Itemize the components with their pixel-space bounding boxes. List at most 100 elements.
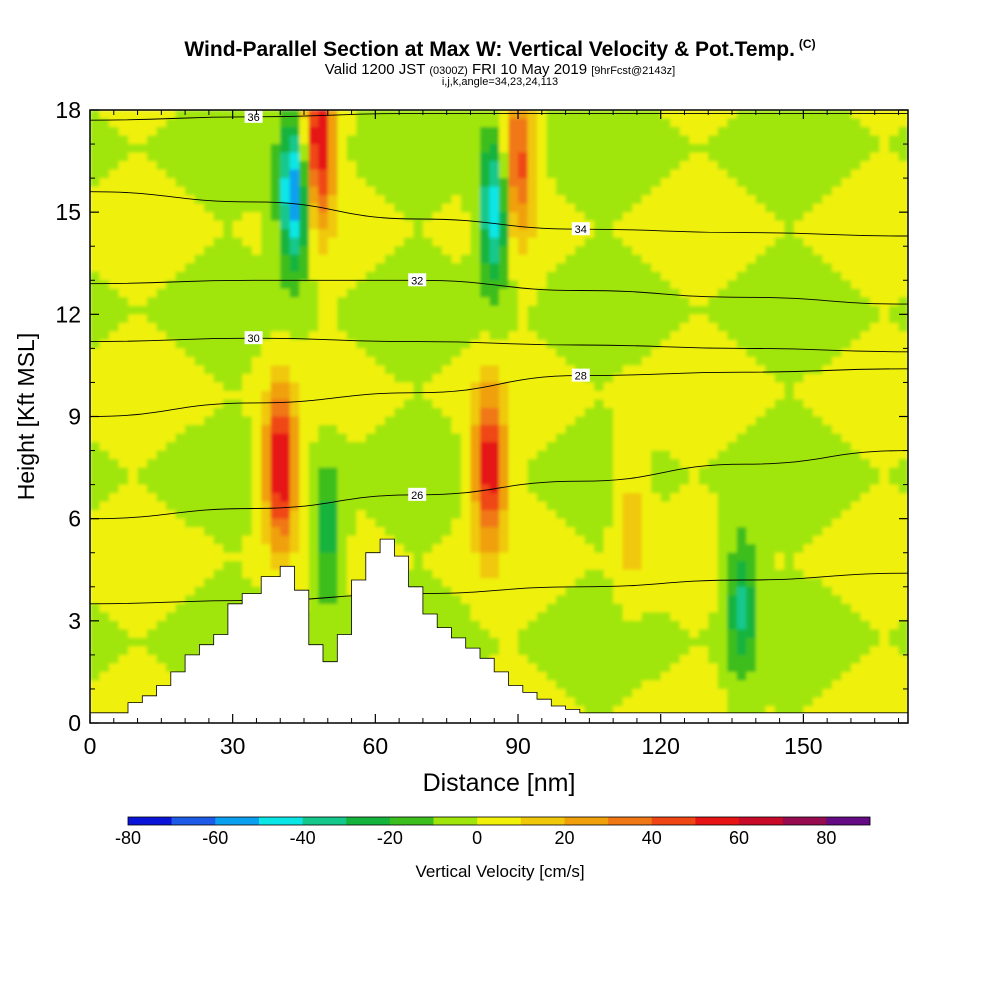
velocity-cell (765, 263, 776, 273)
velocity-cell (441, 544, 453, 554)
velocity-cell (822, 373, 833, 384)
velocity-cell (242, 399, 253, 409)
velocity-cell (451, 220, 462, 230)
velocity-cell (185, 433, 196, 443)
velocity-cell (289, 467, 300, 477)
velocity-cell (603, 425, 614, 435)
velocity-cell (299, 365, 310, 375)
velocity-cell (803, 493, 814, 503)
velocity-cell (270, 288, 281, 298)
velocity-cell (622, 305, 633, 315)
velocity-cell (565, 212, 576, 222)
velocity-cell (898, 348, 908, 358)
velocity-cell (118, 586, 129, 596)
velocity-cell (499, 484, 510, 494)
velocity-cell (147, 195, 158, 205)
velocity-cell (185, 569, 196, 579)
velocity-cell (679, 510, 690, 520)
velocity-cell (717, 229, 728, 239)
velocity-cell (270, 152, 281, 162)
velocity-cell (499, 399, 510, 409)
velocity-cell (689, 246, 700, 256)
velocity-cell (394, 399, 405, 409)
velocity-cell (422, 399, 434, 409)
velocity-cell (213, 348, 224, 358)
velocity-cell (403, 416, 414, 426)
velocity-cell (888, 339, 900, 349)
velocity-cell (451, 527, 462, 537)
velocity-cell (765, 186, 776, 196)
velocity-cell (556, 552, 567, 562)
velocity-cell (166, 348, 177, 358)
velocity-cell (194, 135, 205, 145)
velocity-cell (822, 552, 833, 562)
velocity-cell (289, 118, 300, 128)
velocity-cell (213, 305, 224, 315)
velocity-cell (879, 135, 890, 145)
velocity-cell (518, 493, 529, 503)
velocity-cell (632, 178, 643, 188)
velocity-cell (451, 544, 462, 554)
velocity-cell (793, 152, 804, 162)
velocity-cell (223, 254, 234, 264)
velocity-cell (689, 450, 700, 460)
velocity-cell (489, 322, 500, 332)
velocity-cell (812, 450, 823, 460)
velocity-cell (898, 493, 908, 503)
velocity-cell (251, 288, 262, 298)
velocity-cell (765, 195, 776, 205)
velocity-cell (803, 297, 814, 307)
velocity-cell (289, 254, 300, 264)
velocity-cell (841, 118, 852, 128)
velocity-cell (242, 407, 253, 418)
velocity-cell (299, 297, 310, 307)
velocity-cell (337, 195, 348, 205)
velocity-cell (175, 535, 186, 545)
velocity-cell (289, 169, 300, 179)
velocity-cell (346, 246, 357, 256)
velocity-cell (594, 433, 605, 443)
velocity-cell (451, 561, 462, 571)
velocity-cell (166, 493, 177, 503)
velocity-cell (147, 288, 158, 298)
velocity-cell (194, 237, 205, 247)
velocity-cell (755, 561, 766, 571)
velocity-cell (527, 297, 538, 307)
velocity-cell (689, 569, 700, 579)
velocity-cell (869, 501, 881, 511)
velocity-cell (251, 493, 262, 503)
velocity-cell (774, 305, 785, 315)
velocity-cell (90, 552, 101, 562)
velocity-cell (869, 552, 881, 562)
velocity-cell (708, 595, 719, 605)
velocity-cell (137, 127, 148, 137)
velocity-cell (156, 263, 167, 273)
velocity-cell (308, 569, 319, 579)
velocity-cell (565, 442, 576, 452)
velocity-cell (204, 237, 215, 247)
velocity-cell (261, 365, 272, 375)
velocity-cell (774, 195, 785, 205)
velocity-cell (812, 535, 823, 545)
velocity-cell (565, 220, 576, 230)
velocity-cell (603, 144, 614, 154)
velocity-cell (90, 578, 101, 588)
velocity-cell (242, 178, 253, 188)
velocity-cell (803, 212, 814, 222)
velocity-cell (270, 161, 281, 171)
velocity-cell (670, 314, 681, 324)
velocity-cell (137, 561, 148, 571)
velocity-cell (888, 518, 900, 528)
velocity-cell (613, 348, 624, 358)
velocity-cell (128, 552, 139, 562)
velocity-cell (204, 152, 215, 162)
velocity-cell (537, 237, 548, 247)
velocity-cell (898, 484, 908, 494)
velocity-cell (736, 322, 747, 332)
velocity-cell (822, 118, 833, 128)
velocity-cell (166, 518, 177, 528)
velocity-cell (451, 254, 462, 264)
velocity-cell (356, 561, 367, 571)
velocity-cell (337, 552, 348, 562)
velocity-cell (603, 518, 614, 528)
